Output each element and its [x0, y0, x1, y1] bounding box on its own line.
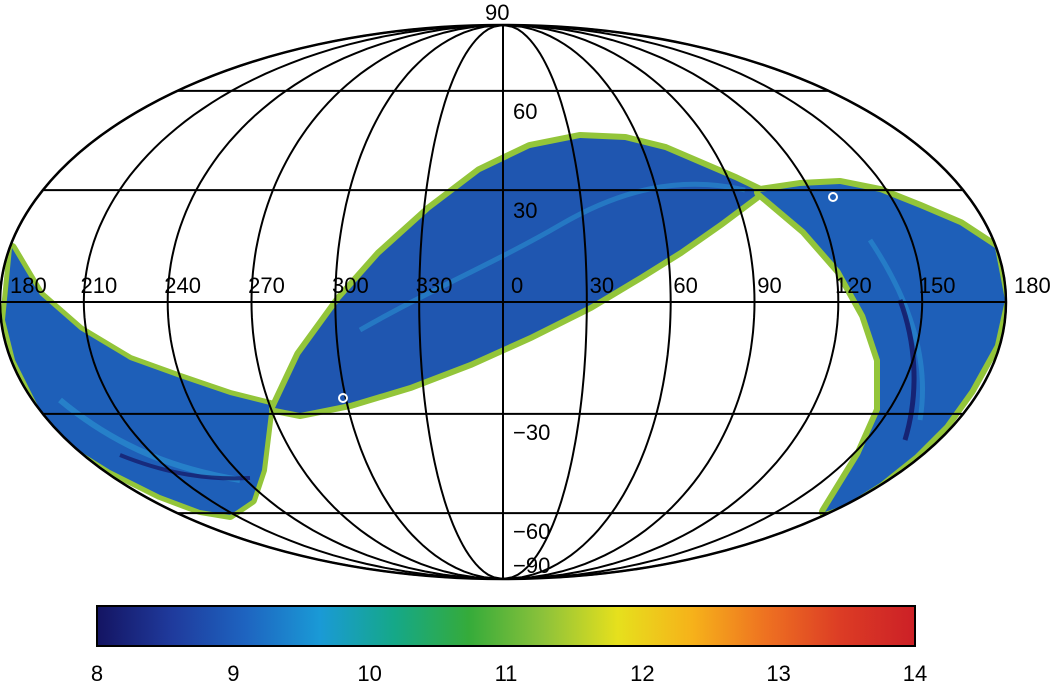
coverage-ridge-dark: [897, 299, 917, 441]
latitude-label: −30: [513, 420, 550, 445]
longitude-label: 180: [1014, 273, 1051, 298]
latitude-label: 60: [513, 99, 537, 124]
longitude-label: 330: [416, 273, 453, 298]
graticule: [0, 23, 1008, 581]
map-outline: [0, 23, 1008, 581]
colorbar-tick-label: 12: [630, 661, 654, 684]
colorbar-tick-label: 10: [357, 661, 381, 684]
coverage-lobe-left: [0, 243, 275, 520]
colorbar-ramp: [96, 605, 916, 647]
longitude-label: 210: [80, 273, 117, 298]
latitude-label: 30: [513, 198, 537, 223]
colorbar-tick-label: 8: [91, 661, 103, 684]
colorbar-tick-label: 14: [903, 661, 927, 684]
latitude-label: 90: [485, 0, 509, 25]
longitude-label: 120: [835, 273, 872, 298]
longitude-label: 150: [919, 273, 956, 298]
longitude-label: 60: [673, 273, 697, 298]
coverage-region: [0, 132, 1006, 520]
grid-labels: 180 210 240 270 300 330 0 30 60 90 120 150 180 90 60 30…: [10, 0, 1051, 578]
longitude-label: 0: [511, 273, 523, 298]
colorbar-tick-label: 9: [227, 661, 239, 684]
longitude-label: 300: [332, 273, 369, 298]
coverage-band-center: [269, 132, 766, 419]
coverage-lobe-right: [754, 178, 1006, 518]
source-marker: [828, 192, 838, 202]
colorbar-tick-label: 11: [495, 661, 518, 684]
longitude-label: 270: [248, 273, 285, 298]
colorbar-tick-label: 13: [766, 661, 790, 684]
longitude-label: 240: [164, 273, 201, 298]
latitude-label: −60: [513, 519, 550, 544]
colorbar: 8 9 10 11 12 13 14: [91, 605, 927, 684]
longitude-label: 180: [10, 273, 47, 298]
latitude-label: −90: [513, 553, 550, 578]
longitude-label: 90: [757, 273, 781, 298]
source-marker: [338, 393, 348, 403]
longitude-label: 30: [590, 273, 614, 298]
